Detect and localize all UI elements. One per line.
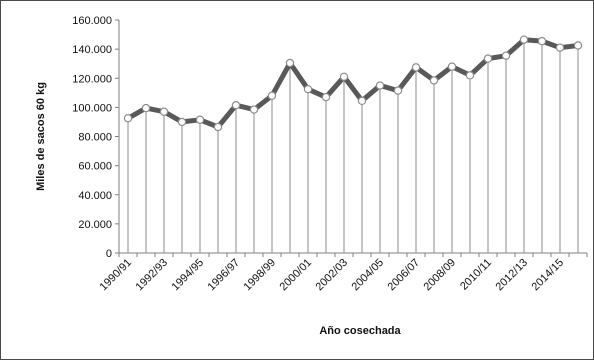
data-point [555,43,565,52]
data-point [447,62,457,71]
x-tick-label: 2006/07 [386,257,423,294]
y-axis-title: Miles de sacos 60 kg [35,82,47,191]
data-point [519,35,529,44]
x-tick-label: 2010/11 [458,257,494,293]
x-tick-label: 2012/13 [494,257,531,294]
data-point [465,71,475,80]
data-point [501,51,511,60]
x-ticks: 1990/91 1992/93 1994/95 1996/97 1998/99 2000/… [98,253,588,294]
data-point [231,100,241,110]
data-point [213,122,223,132]
data-point [321,92,331,102]
data-point [429,76,439,85]
drop-lines [127,39,579,253]
series-line-group [126,37,579,130]
y-tick-label: 40.000 [78,190,112,202]
data-markers [123,35,583,132]
series-line [126,37,579,130]
data-point [249,105,259,114]
data-point [393,86,403,95]
x-axis-title: Año cosechada [319,325,401,337]
data-point [573,41,583,50]
data-point [267,91,277,100]
y-tick-label: 120.000 [72,73,112,85]
data-point [537,36,547,46]
x-tick-label: 1990/91 [98,257,135,294]
x-tick-label: 2000/01 [278,257,315,294]
data-point [195,115,205,124]
x-tick-label: 1996/97 [206,257,243,294]
y-tick-label: 80.000 [78,132,112,144]
y-tick-label: 140.000 [72,44,112,56]
x-tick-label: 2004/05 [350,257,387,294]
x-tick-label: 2008/09 [422,257,459,294]
data-point [303,84,313,94]
y-ticks: 0 20.000 40.000 60.000 80.000 100.000 120.000 1… [72,15,119,260]
data-point [159,107,169,116]
y-tick-label: 100.000 [72,102,112,114]
x-tick-label: 2014/15 [530,257,567,294]
data-point [339,72,349,81]
y-tick-label: 20.000 [78,219,112,231]
y-tick-label: 0 [106,248,112,260]
x-tick-label: 2002/03 [314,257,351,294]
data-point [411,63,421,72]
x-tick-label: 1992/93 [134,257,171,294]
data-point [375,81,385,90]
y-tick-label: 160.000 [72,15,112,27]
data-point [177,117,187,127]
data-point [285,58,295,68]
x-tick-label: 1998/99 [242,257,279,294]
x-tick-label: 1994/95 [170,257,207,294]
data-point [483,54,493,63]
data-point [357,96,367,106]
data-point [123,114,133,123]
y-tick-label: 60.000 [78,161,112,173]
data-point [141,103,151,113]
